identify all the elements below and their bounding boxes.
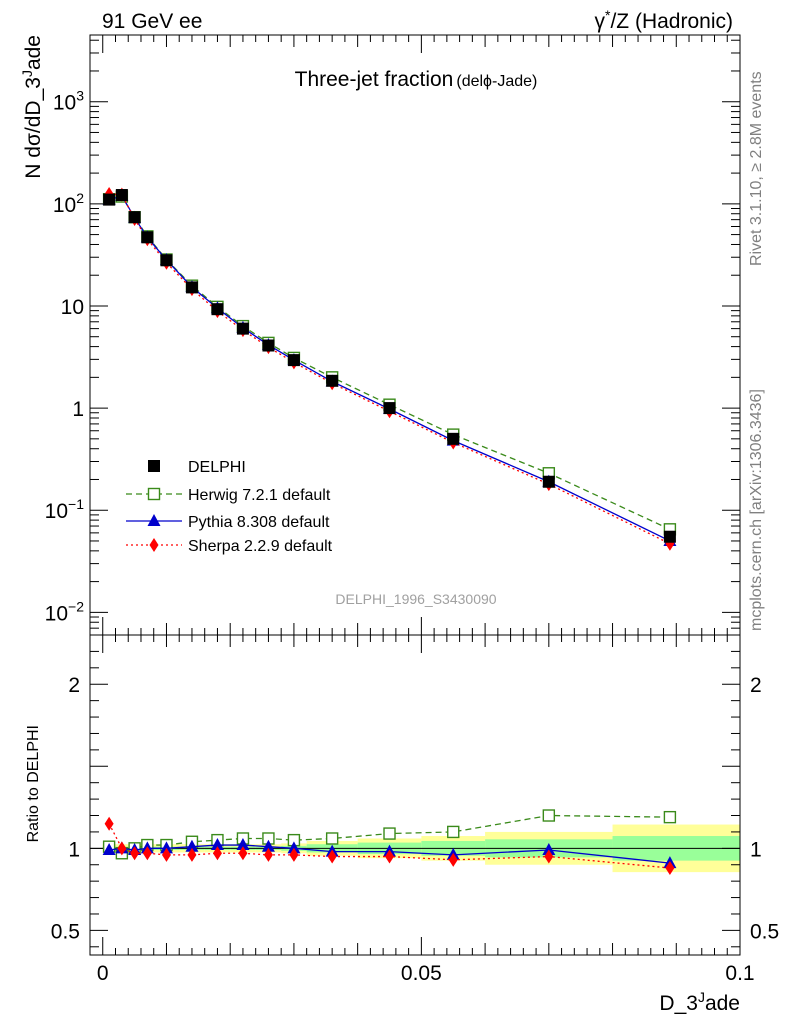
delphi-main-point [287, 354, 300, 367]
x-tick-label: 0.05 [401, 962, 442, 985]
delphi-main-point [141, 231, 154, 244]
pythia-ratio-point [210, 838, 224, 851]
axis-ticks [90, 35, 741, 955]
main-y-axis-label: N dσ/dD_3Jade [19, 35, 45, 179]
ratio-y-tick-label: 2 [68, 674, 80, 697]
pythia-legend-label: Pythia 8.308 default [188, 514, 330, 531]
main-y-tick-label: 103 [53, 88, 84, 115]
pythia-ratio-point [261, 839, 275, 852]
main-plot-series [102, 186, 677, 551]
header-right: γ*/Z (Hadronic) [595, 7, 733, 33]
sherpa-legend-marker [149, 538, 159, 552]
main-y-tick-label: 10−2 [45, 598, 85, 625]
sherpa-ratio-point [130, 846, 140, 861]
plot-title: Three-jet fraction (delϕ-Jade) [295, 68, 538, 91]
delphi-main-point [160, 254, 173, 267]
ratio-plot-frame [89, 634, 741, 956]
pythia-ratio-point [236, 838, 250, 851]
sherpa-ratio-point [289, 847, 299, 862]
x-tick-label: 0.1 [725, 962, 754, 985]
sherpa-ratio-point [212, 846, 222, 861]
axis-tick-labels: 10−2 10−1 1 10 102 103 0.5 0.5 1 1 2 2 0 0.05 0.1 [45, 88, 780, 985]
delphi-main-point [262, 339, 275, 352]
sherpa-ratio-point [544, 849, 554, 864]
sherpa-ratio-point [142, 846, 152, 861]
main-y-tick-label: 10 [61, 296, 84, 319]
delphi-main-point [128, 211, 141, 224]
main-y-tick-label: 10−1 [45, 496, 85, 523]
herwig-ratio-point [447, 825, 460, 839]
sherpa-legend-label: Sherpa 2.2.9 default [188, 538, 333, 555]
sherpa-ratio-point [448, 852, 458, 867]
ratio-y-axis-label: Ratio to DELPHI [25, 725, 42, 842]
pythia-ratio-point [185, 839, 199, 852]
sherpa-ratio-point [104, 816, 114, 831]
sherpa-ratio-point [117, 841, 127, 856]
side-rivet: Rivet 3.1.10, ≥ 2.8M events [748, 71, 765, 266]
sherpa-ratio-point [665, 861, 675, 876]
sherpa-ratio-point [187, 847, 197, 862]
analysis-watermark: DELPHI_1996_S3430090 [335, 591, 496, 607]
ratio-y-tick-label: 0.5 [51, 920, 80, 943]
delphi-legend-label: DELPHI [188, 459, 246, 476]
main-y-tick-label: 1 [72, 398, 84, 421]
ratio-y-tick-label-right: 0.5 [750, 920, 779, 943]
delphi-main-point [383, 402, 396, 415]
side-mcplots: mcplots.cern.ch [arXiv:1306.3436] [748, 389, 765, 631]
pythia-ratio-point [542, 842, 556, 855]
delphi-main-point [326, 374, 339, 387]
herwig-ratio-point [542, 809, 556, 822]
delphi-main-point [663, 530, 676, 543]
pythia-ratio-point [287, 841, 301, 854]
herwig-ratio-point [663, 810, 677, 824]
herwig-legend-label: Herwig 7.2.1 default [188, 487, 331, 504]
herwig-ratio-point [383, 827, 396, 840]
main-y-tick-label: 102 [53, 190, 84, 217]
delphi-main-point [115, 189, 128, 202]
header-left: 91 GeV ee [102, 10, 202, 33]
delphi-main-point [103, 193, 116, 206]
sherpa-ratio-point [327, 849, 337, 864]
herwig-main-line [108, 195, 671, 530]
sherpa-ratio-point [161, 847, 171, 862]
delphi-main-point [211, 303, 224, 316]
legend: DELPHI Herwig 7.2.1 default Pythia 8.308 d… [126, 459, 333, 555]
pythia-legend-marker [147, 514, 161, 526]
pythia-ratio-point [102, 842, 116, 855]
delphi-main-point [236, 322, 249, 335]
x-tick-label: 0 [97, 962, 109, 985]
ratio-y-tick-label: 1 [68, 838, 80, 861]
x-axis-label: D_3Jade [659, 989, 740, 1015]
sherpa-ratio-point [263, 847, 273, 862]
delphi-main-point [542, 475, 555, 488]
delphi-main-point [447, 432, 460, 445]
herwig-legend-marker [147, 487, 161, 501]
ratio-y-tick-label-right: 1 [750, 838, 762, 861]
delphi-legend-marker [148, 460, 160, 472]
delphi-main-point [185, 281, 198, 294]
sherpa-ratio-point [238, 846, 248, 861]
sherpa-ratio-point [385, 849, 395, 864]
ratio-y-tick-label-right: 2 [750, 674, 762, 697]
herwig-ratio-point [325, 832, 339, 845]
pythia-ratio-point [159, 841, 173, 854]
ratio-plot-series [102, 809, 677, 876]
